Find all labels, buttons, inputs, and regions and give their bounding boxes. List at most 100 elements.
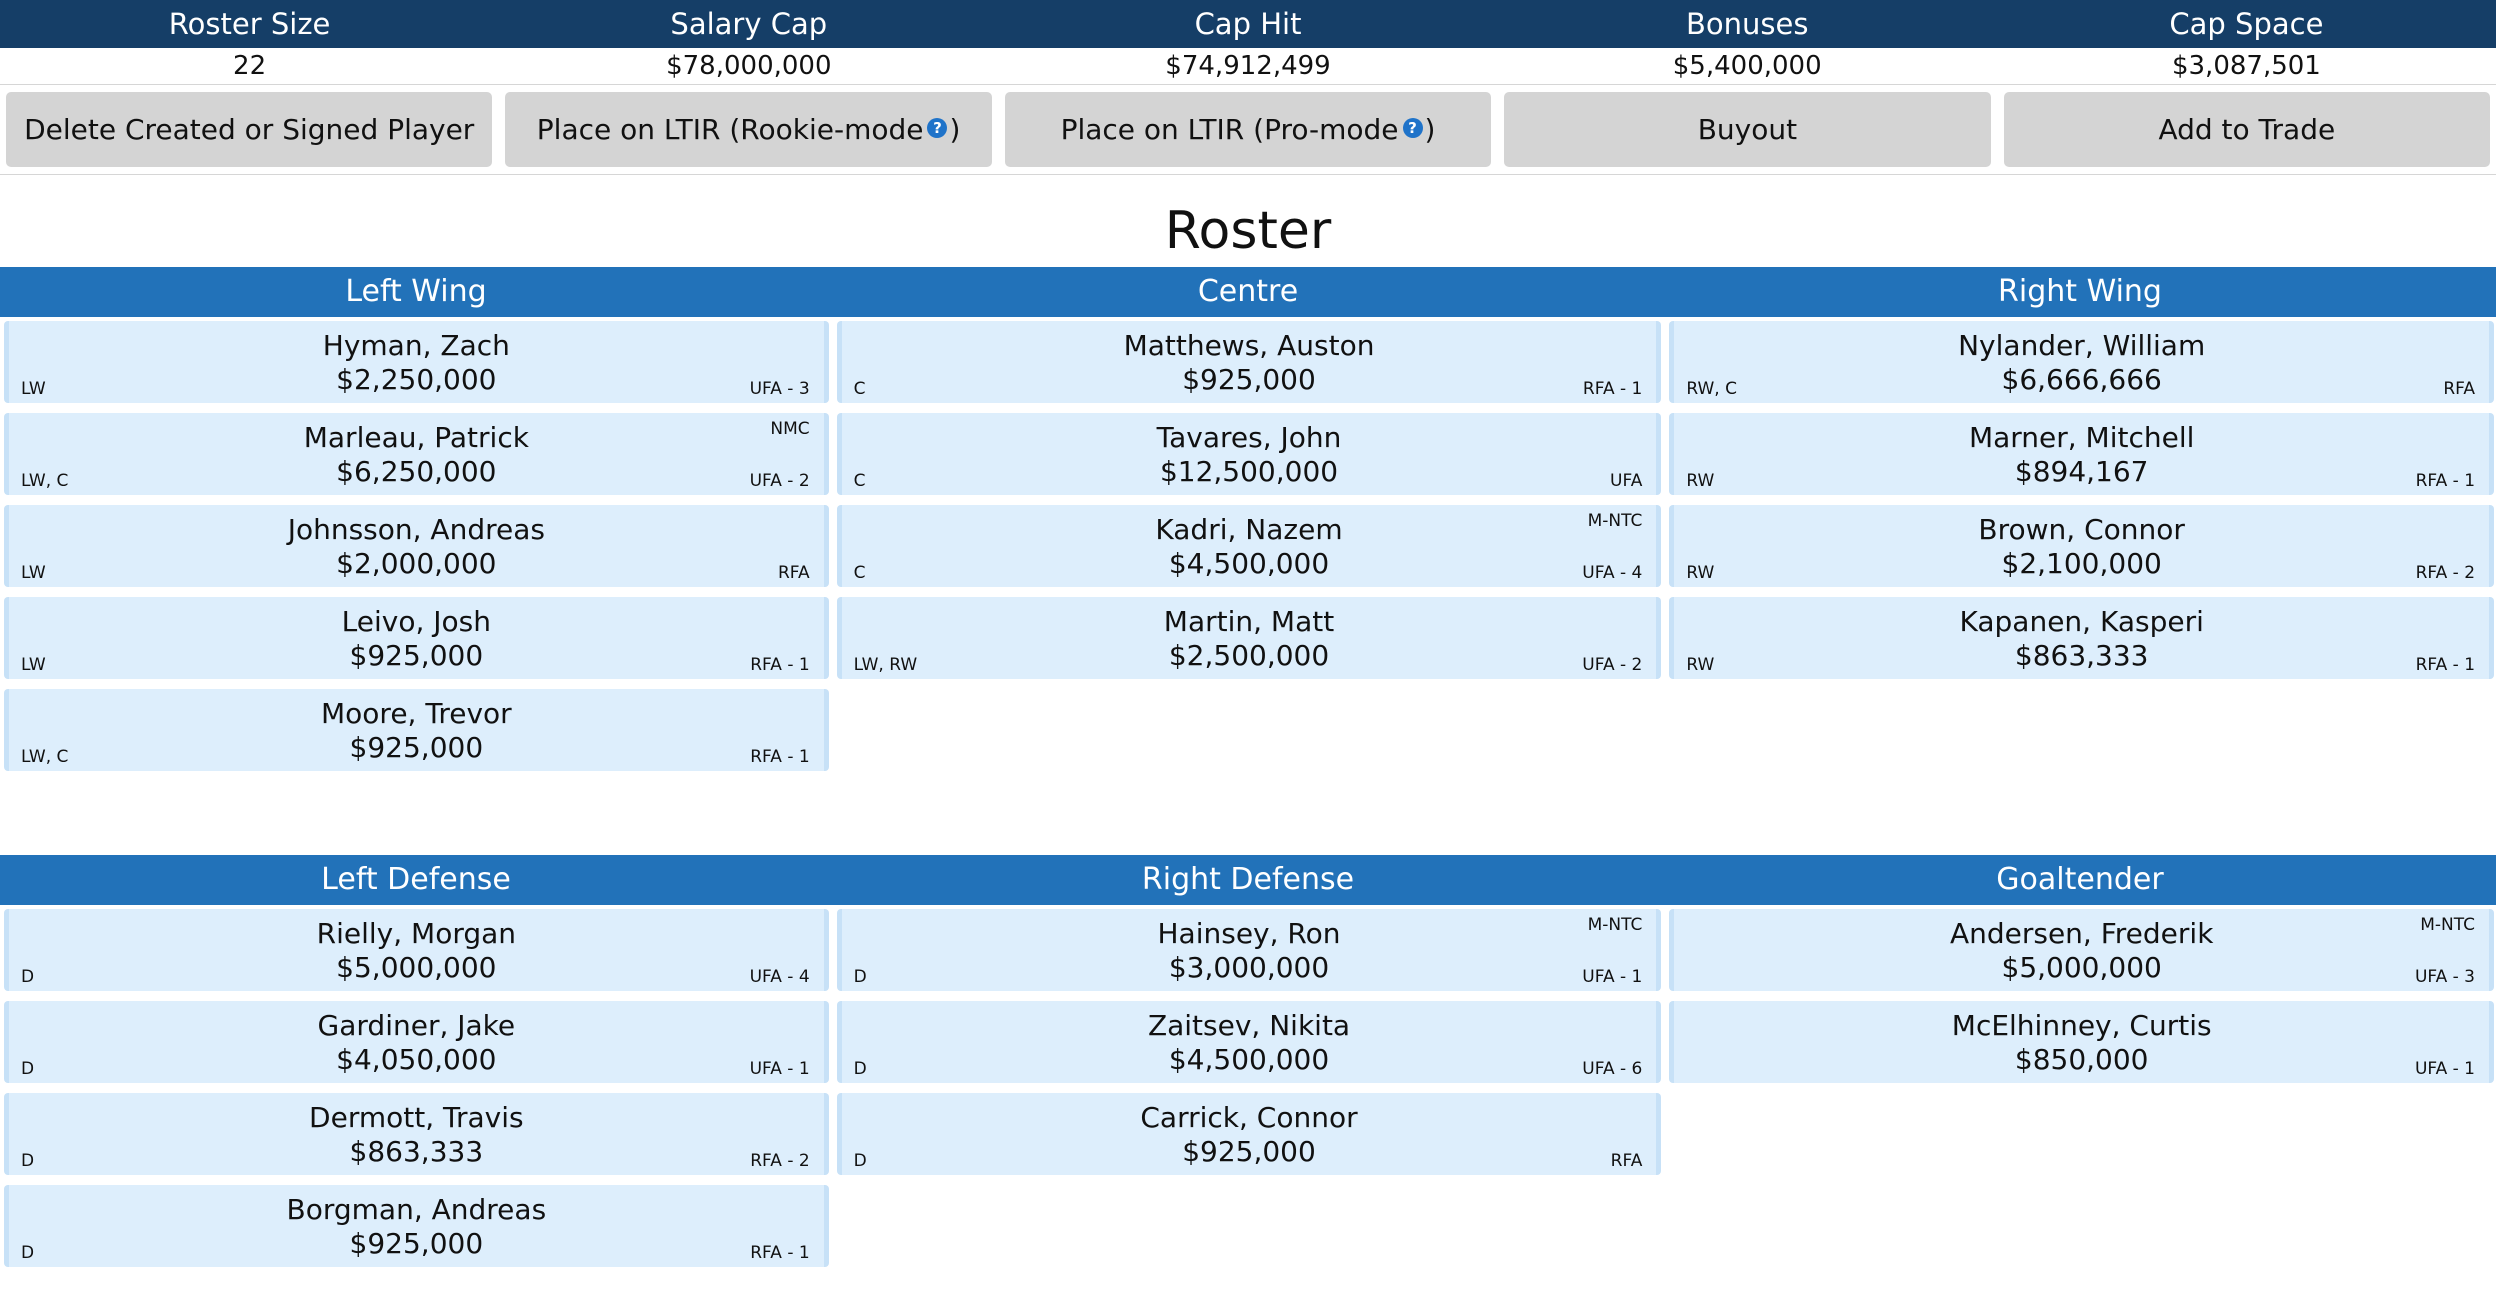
player-card[interactable]: Tavares, John $12,500,000 C UFA	[836, 413, 1662, 495]
player-salary: $5,000,000	[2001, 951, 2162, 984]
player-salary: $12,500,000	[1159, 455, 1339, 488]
player-card[interactable]: M-NTC Andersen, Frederik $5,000,000 UFA - 3	[1669, 909, 2495, 991]
player-salary: $925,000	[1182, 1135, 1316, 1168]
player-salary: $3,000,000	[1168, 951, 1330, 984]
ltir-rookie-button[interactable]: Place on LTIR (Rookie-mode ?)	[505, 92, 992, 167]
player-salary: $863,333	[2014, 639, 2149, 672]
ltir-pro-label-end: )	[1424, 113, 1436, 146]
defense-header: Left Defense Right Defense Goaltender	[0, 855, 2496, 905]
roster-size-header: Roster Size	[168, 7, 331, 41]
right-defense-column: M-NTC Hainsey, Ron $3,000,000 D UFA - 1 Zaits…	[836, 909, 1662, 1267]
player-salary: $4,500,000	[1168, 547, 1330, 580]
player-name: Johnsson, Andreas	[287, 513, 545, 546]
action-bar: Delete Created or Signed Player Place on…	[0, 85, 2496, 175]
cap-summary-values: 22 $78,000,000 $74,912,499 $5,400,000 $3…	[0, 48, 2496, 85]
player-card[interactable]: Johnsson, Andreas $2,000,000 LW RFA	[4, 505, 829, 587]
player-name: Borgman, Andreas	[286, 1193, 547, 1226]
forwards-section: Left Wing Centre Right Wing Hyman, Zach $…	[0, 267, 2496, 771]
player-position: LW, C	[21, 747, 69, 767]
player-card[interactable]: Gardiner, Jake $4,050,000 D UFA - 1	[4, 1001, 829, 1083]
player-name: Matthews, Auston	[1123, 329, 1375, 362]
cap-hit-header: Cap Hit	[1194, 7, 1302, 41]
help-icon[interactable]: ?	[927, 117, 948, 138]
player-position: LW, RW	[853, 655, 918, 675]
player-position: D	[853, 1059, 867, 1079]
left-defense-column: Rielly, Morgan $5,000,000 D UFA - 4 Gardiner…	[4, 909, 829, 1267]
player-card[interactable]: M-NTC Hainsey, Ron $3,000,000 D UFA - 1	[836, 909, 1662, 991]
player-position: LW	[21, 563, 46, 583]
player-position: RW	[1686, 563, 1715, 583]
player-card[interactable]: Rielly, Morgan $5,000,000 D UFA - 4	[4, 909, 829, 991]
roster-title: Roster	[1164, 201, 1332, 261]
bonuses-header: Bonuses	[1685, 7, 1809, 41]
contract-clause: M-NTC	[1587, 915, 1643, 935]
player-name: Andersen, Frederik	[1949, 917, 2214, 950]
contract-clause: NMC	[770, 419, 810, 439]
buyout-label: Buyout	[1697, 113, 1798, 146]
player-name: Leivo, Josh	[341, 605, 491, 638]
player-position: RW, C	[1686, 379, 1737, 399]
bonuses-value: $5,400,000	[1672, 51, 1822, 81]
salary-cap-value: $78,000,000	[666, 51, 832, 81]
player-card[interactable]: Zaitsev, Nikita $4,500,000 D UFA - 6	[836, 1001, 1662, 1083]
player-card[interactable]: NMC Marleau, Patrick $6,250,000 LW, C UFA - …	[4, 413, 829, 495]
player-salary: $6,666,666	[2001, 363, 2162, 396]
right-defense-title: Right Defense	[1141, 862, 1355, 897]
player-name: Kadri, Nazem	[1155, 513, 1343, 546]
left-wing-column: Hyman, Zach $2,250,000 LW UFA - 3 NMC Marleau…	[4, 321, 829, 771]
player-card[interactable]: Dermott, Travis $863,333 D RFA - 2	[4, 1093, 829, 1175]
player-card[interactable]: Leivo, Josh $925,000 LW RFA - 1	[4, 597, 829, 679]
contract-status: UFA - 2	[1582, 655, 1643, 675]
help-icon[interactable]: ?	[1402, 117, 1423, 138]
player-name: Gardiner, Jake	[317, 1009, 516, 1042]
player-card[interactable]: Moore, Trevor $925,000 LW, C RFA - 1	[4, 689, 829, 771]
player-salary: $863,333	[349, 1135, 484, 1168]
player-position: C	[853, 471, 866, 491]
player-card[interactable]: Brown, Connor $2,100,000 RW RFA - 2	[1669, 505, 2495, 587]
defense-section: Left Defense Right Defense Goaltender Ri…	[0, 855, 2496, 1267]
left-defense-title: Left Defense	[321, 862, 511, 897]
contract-status: UFA - 3	[2414, 967, 2476, 987]
contract-status: RFA - 2	[2415, 563, 2476, 583]
player-card[interactable]: McElhinney, Curtis $850,000 UFA - 1	[1669, 1001, 2495, 1083]
player-salary: $2,000,000	[336, 547, 497, 580]
player-name: Nylander, William	[1958, 329, 2206, 362]
player-salary: $925,000	[1182, 363, 1316, 396]
player-name: Moore, Trevor	[321, 697, 512, 730]
forwards-header: Left Wing Centre Right Wing	[0, 267, 2496, 317]
add-to-trade-button[interactable]: Add to Trade	[2003, 92, 2491, 167]
player-card[interactable]: Matthews, Auston $925,000 C RFA - 1	[836, 321, 1662, 403]
player-card[interactable]: Martin, Matt $2,500,000 LW, RW UFA - 2	[836, 597, 1662, 679]
player-salary: $925,000	[349, 731, 484, 764]
player-name: Tavares, John	[1156, 421, 1342, 454]
player-position: D	[21, 1059, 35, 1079]
contract-status: UFA - 1	[2414, 1059, 2476, 1079]
player-card[interactable]: Nylander, William $6,666,666 RW, C RFA	[1669, 321, 2495, 403]
ltir-pro-button[interactable]: Place on LTIR (Pro-mode ?)	[1004, 92, 1492, 167]
player-card[interactable]: Hyman, Zach $2,250,000 LW UFA - 3	[4, 321, 829, 403]
player-card[interactable]: Kapanen, Kasperi $863,333 RW RFA - 1	[1669, 597, 2495, 679]
contract-status: RFA - 1	[750, 747, 810, 767]
delete-player-label: Delete Created or Signed Player	[24, 113, 475, 146]
contract-status: UFA - 6	[1582, 1059, 1643, 1079]
delete-player-button[interactable]: Delete Created or Signed Player	[6, 92, 493, 167]
cap-space-header: Cap Space	[2169, 7, 2324, 41]
player-card[interactable]: Carrick, Connor $925,000 D RFA	[836, 1093, 1662, 1175]
player-name: Marner, Mitchell	[1968, 421, 2195, 454]
buyout-button[interactable]: Buyout	[1504, 92, 1991, 167]
player-card[interactable]: Borgman, Andreas $925,000 D RFA - 1	[4, 1185, 829, 1267]
player-position: LW	[21, 655, 46, 675]
player-salary: $850,000	[2014, 1043, 2149, 1076]
player-position: D	[853, 1151, 867, 1171]
contract-status: RFA - 1	[750, 1243, 810, 1263]
player-name: Brown, Connor	[1978, 513, 2185, 546]
player-position: D	[21, 1151, 35, 1171]
player-name: Zaitsev, Nikita	[1147, 1009, 1351, 1042]
right-wing-title: Right Wing	[1998, 274, 2162, 309]
left-wing-title: Left Wing	[345, 274, 487, 309]
goaltender-title: Goaltender	[1996, 862, 2164, 897]
player-card[interactable]: Marner, Mitchell $894,167 RW RFA - 1	[1669, 413, 2495, 495]
player-name: Hyman, Zach	[322, 329, 510, 362]
player-salary: $925,000	[349, 639, 484, 672]
player-card[interactable]: M-NTC Kadri, Nazem $4,500,000 C UFA - 4	[836, 505, 1662, 587]
